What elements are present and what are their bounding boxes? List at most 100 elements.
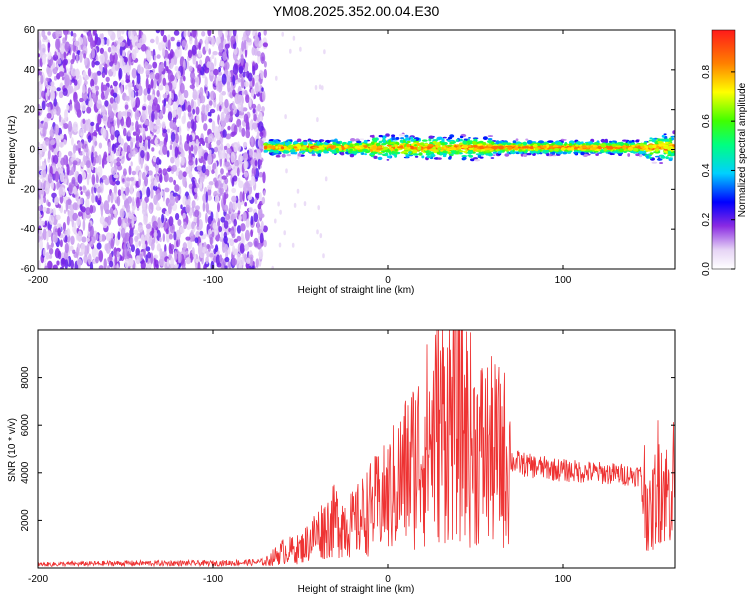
spectrogram-cell	[271, 265, 274, 269]
spectrogram-cell	[148, 170, 153, 176]
spectrogram-cell	[167, 111, 173, 122]
spectrogram-cell	[384, 152, 389, 157]
spectrogram-cell	[103, 200, 110, 213]
spectrogram-cell	[400, 143, 404, 146]
spectrogram-cell	[143, 88, 148, 96]
spectrogram-cell	[164, 103, 170, 108]
spectrogram-cell	[148, 84, 151, 92]
spectrogram-cell	[205, 89, 209, 97]
spectrogram-cell	[230, 131, 236, 137]
spectrogram-cell	[261, 196, 266, 205]
spectrogram-cell	[151, 102, 156, 113]
spectrogram-cell	[111, 204, 116, 210]
spectrogram-cell	[428, 138, 432, 142]
spectrogram-cell	[198, 42, 201, 51]
spectrogram-cell	[47, 31, 51, 36]
spectrogram-cell	[238, 214, 242, 221]
spectrogram-cell	[146, 151, 150, 162]
spectrogram-cell	[157, 85, 164, 91]
spectrogram-cell	[110, 112, 115, 117]
spectrogram-cell	[248, 206, 254, 213]
spectrogram-cell	[118, 67, 123, 80]
spectrogram-cell	[218, 92, 224, 105]
spectrogram-cell	[152, 220, 158, 229]
snr-x-ticks: -200 -100 0 100	[28, 330, 572, 585]
spectrogram-cell	[231, 257, 237, 266]
spectrogram-cell	[151, 94, 155, 100]
spectrogram-cell	[213, 146, 219, 153]
spectrogram-cell	[394, 148, 398, 152]
spectrogram-cell	[107, 265, 110, 269]
spectrogram-cell	[62, 88, 68, 96]
spectrogram-cell	[212, 162, 217, 170]
spectrogram-cell	[68, 161, 73, 166]
spectrogram-cell	[570, 147, 575, 151]
spectrogram-cell	[230, 85, 234, 93]
spectrogram-cell	[274, 218, 277, 224]
spectrogram-cell	[168, 216, 174, 227]
spectrogram-cell	[310, 139, 315, 142]
spectrogram-cell	[103, 258, 107, 269]
spectrogram-cell	[144, 139, 148, 152]
spectrogram-cell	[226, 147, 232, 154]
spectrogram-cell	[391, 134, 396, 137]
spectrogram-cell	[548, 143, 553, 146]
spectrogram-cell	[182, 171, 187, 178]
spectrogram-cell	[69, 245, 74, 252]
spectrogram-cell	[131, 122, 134, 127]
spectrogram-cell	[386, 155, 391, 159]
spectrogram-cell	[41, 54, 47, 65]
spectrogram-cell	[82, 219, 86, 232]
x-tick-label: 100	[555, 574, 572, 585]
spectrogram-cell	[41, 147, 47, 152]
spectrogram-cell	[243, 160, 248, 170]
spectrogram-cell	[260, 213, 265, 218]
colorbar-tick-label: 0.0	[701, 262, 712, 276]
spectrogram-cell	[133, 229, 139, 235]
spectrogram-cell	[239, 73, 243, 78]
spectrogram-cell	[378, 140, 383, 144]
spectrogram-cell	[89, 261, 94, 269]
spectrogram-cell	[142, 243, 146, 250]
spectrogram-cell	[162, 168, 168, 176]
spectrogram-cell	[347, 141, 352, 143]
spectrogram-cell	[510, 150, 513, 154]
spectrogram-cell	[184, 199, 191, 207]
spectrogram-cell	[201, 246, 206, 254]
spectrogram-cell	[231, 103, 236, 110]
spectrogram-cell	[49, 90, 56, 101]
spectrogram-cell	[222, 129, 227, 138]
spectrogram-cell	[256, 130, 260, 140]
spectrogram-cell	[270, 149, 274, 154]
spectrogram-cell	[655, 155, 660, 158]
spectrogram-cell	[359, 138, 365, 140]
spectrogram-cell	[429, 141, 434, 145]
spectrogram-cell	[280, 142, 285, 145]
spectrogram-cell	[263, 149, 269, 153]
spectrogram-cell	[96, 187, 102, 193]
spectrogram-cell	[182, 175, 187, 188]
spectrogram-cell	[661, 134, 665, 138]
spectrogram-cell	[227, 34, 230, 42]
colorbar-label: Normalized spectral amplitude	[737, 82, 748, 217]
spectrogram-cell	[181, 40, 187, 48]
spectrogram-cell	[385, 133, 390, 137]
spectrogram-cell	[117, 231, 121, 241]
spectrogram-cell	[383, 146, 389, 150]
spectrogram-cell	[242, 71, 246, 78]
spectrogram-cell	[153, 54, 157, 61]
spectrogram-cell	[159, 256, 165, 267]
spectrogram-cell	[197, 64, 202, 72]
spectrogram-cell	[183, 30, 187, 38]
spectrogram-cell	[447, 139, 452, 142]
spectrogram-cell	[221, 73, 227, 85]
spectrogram-cell	[125, 116, 132, 128]
spectrogram-cell	[107, 194, 111, 203]
spectrogram-cell	[243, 81, 249, 88]
spectrogram-cell	[179, 82, 185, 94]
spectrogram-cell	[297, 153, 302, 157]
spectrogram-cell	[183, 111, 186, 124]
y-tick-label: -20	[21, 184, 36, 195]
spectrogram-cell	[210, 90, 216, 101]
spectrogram-cell	[110, 166, 116, 176]
